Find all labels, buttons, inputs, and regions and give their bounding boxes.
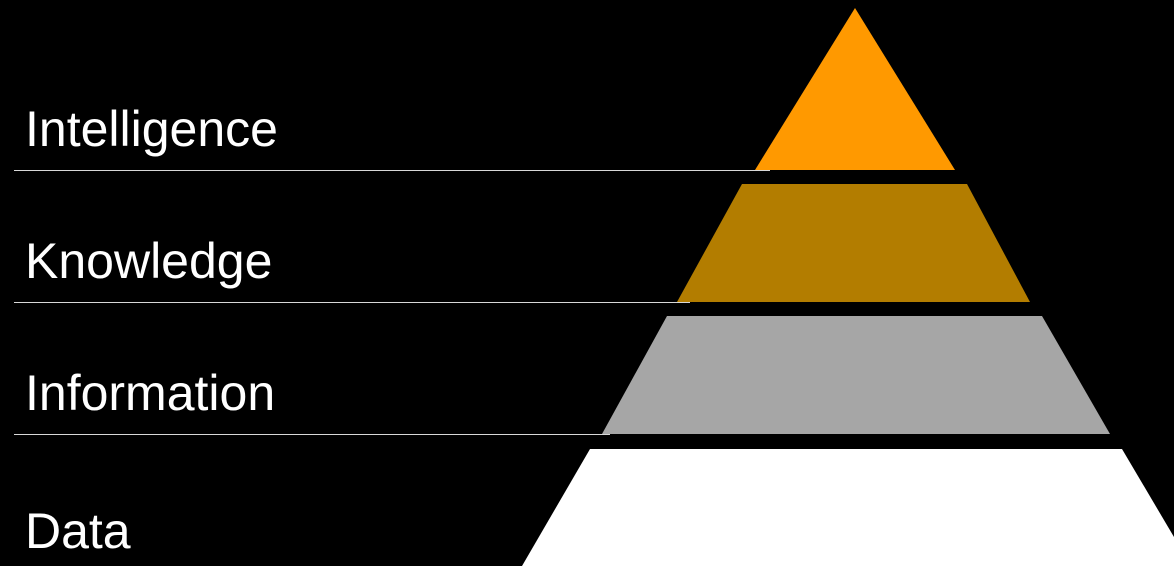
level-label-intelligence: Intelligence <box>25 101 278 157</box>
pyramid-tier-information <box>602 316 1110 434</box>
divider-line-information <box>14 434 610 435</box>
pyramid-tier-knowledge <box>677 184 1030 302</box>
level-label-data: Data <box>25 503 131 559</box>
pyramid-tier-intelligence <box>755 8 955 170</box>
divider-line-intelligence <box>14 170 770 171</box>
level-label-information: Information <box>25 365 276 421</box>
pyramid-tier-data <box>522 449 1174 566</box>
divider-line-knowledge <box>14 302 690 303</box>
level-label-knowledge: Knowledge <box>25 233 273 289</box>
